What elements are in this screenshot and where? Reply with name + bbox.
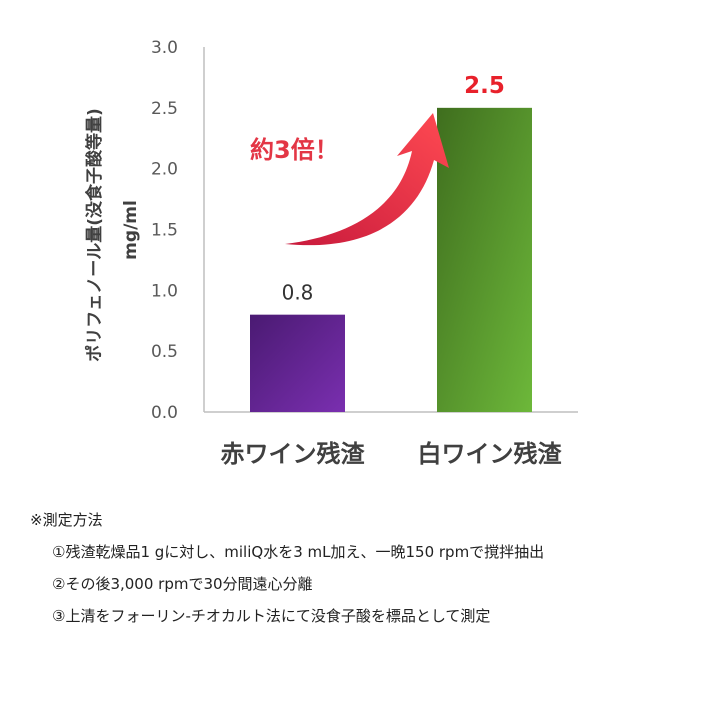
- y-tick-label: 1.0: [151, 281, 178, 301]
- y-axis-title: ポリフェノール量(没食子酸等量): [84, 108, 105, 362]
- bar-value-label: 2.5: [464, 73, 505, 99]
- y-axis-unit: mg/ml: [121, 200, 141, 260]
- y-tick-label: 2.0: [151, 160, 178, 180]
- annotation-text: 約3倍！: [250, 136, 339, 164]
- bar-chart: 0.0 0.5 1.0 1.5 2.0 2.5 3.0 0.8 2.5 赤ワイン残渣 白ワイン残…: [84, 38, 578, 468]
- bars: [250, 107, 532, 412]
- bar: [437, 107, 532, 412]
- notes-title: ※測定方法: [30, 511, 103, 529]
- y-tick-label: 1.5: [151, 221, 178, 241]
- bar: [250, 314, 345, 412]
- note-item-2: ②その後3,000 rpmで30分間遠心分離: [52, 575, 313, 593]
- bar-value-label: 0.8: [282, 281, 314, 305]
- y-tick-label: 0.0: [151, 403, 178, 423]
- data-labels: 0.8 2.5: [282, 73, 505, 305]
- x-category-label: 白ワイン残渣: [418, 440, 563, 468]
- note-item-1: ①残渣乾燥品1 gに対し、miliQ水を3 mL加え、一晩150 rpmで撹拌抽…: [52, 543, 545, 561]
- measurement-notes: ※測定方法 ①残渣乾燥品1 gに対し、miliQ水を3 mL加え、一晩150 r…: [30, 504, 700, 632]
- note-item-3: ③上清をフォーリン-チオカルト法にて没食子酸を標品として測定: [52, 607, 491, 625]
- y-tick-label: 0.5: [151, 342, 178, 362]
- x-axis-category-labels: 赤ワイン残渣 白ワイン残渣: [221, 440, 563, 468]
- y-tick-label: 2.5: [151, 99, 178, 119]
- y-tick-label: 3.0: [151, 38, 178, 58]
- x-category-label: 赤ワイン残渣: [221, 440, 366, 468]
- increase-arrow-icon: [285, 113, 449, 246]
- y-axis-ticks: 0.0 0.5 1.0 1.5 2.0 2.5 3.0: [151, 38, 178, 423]
